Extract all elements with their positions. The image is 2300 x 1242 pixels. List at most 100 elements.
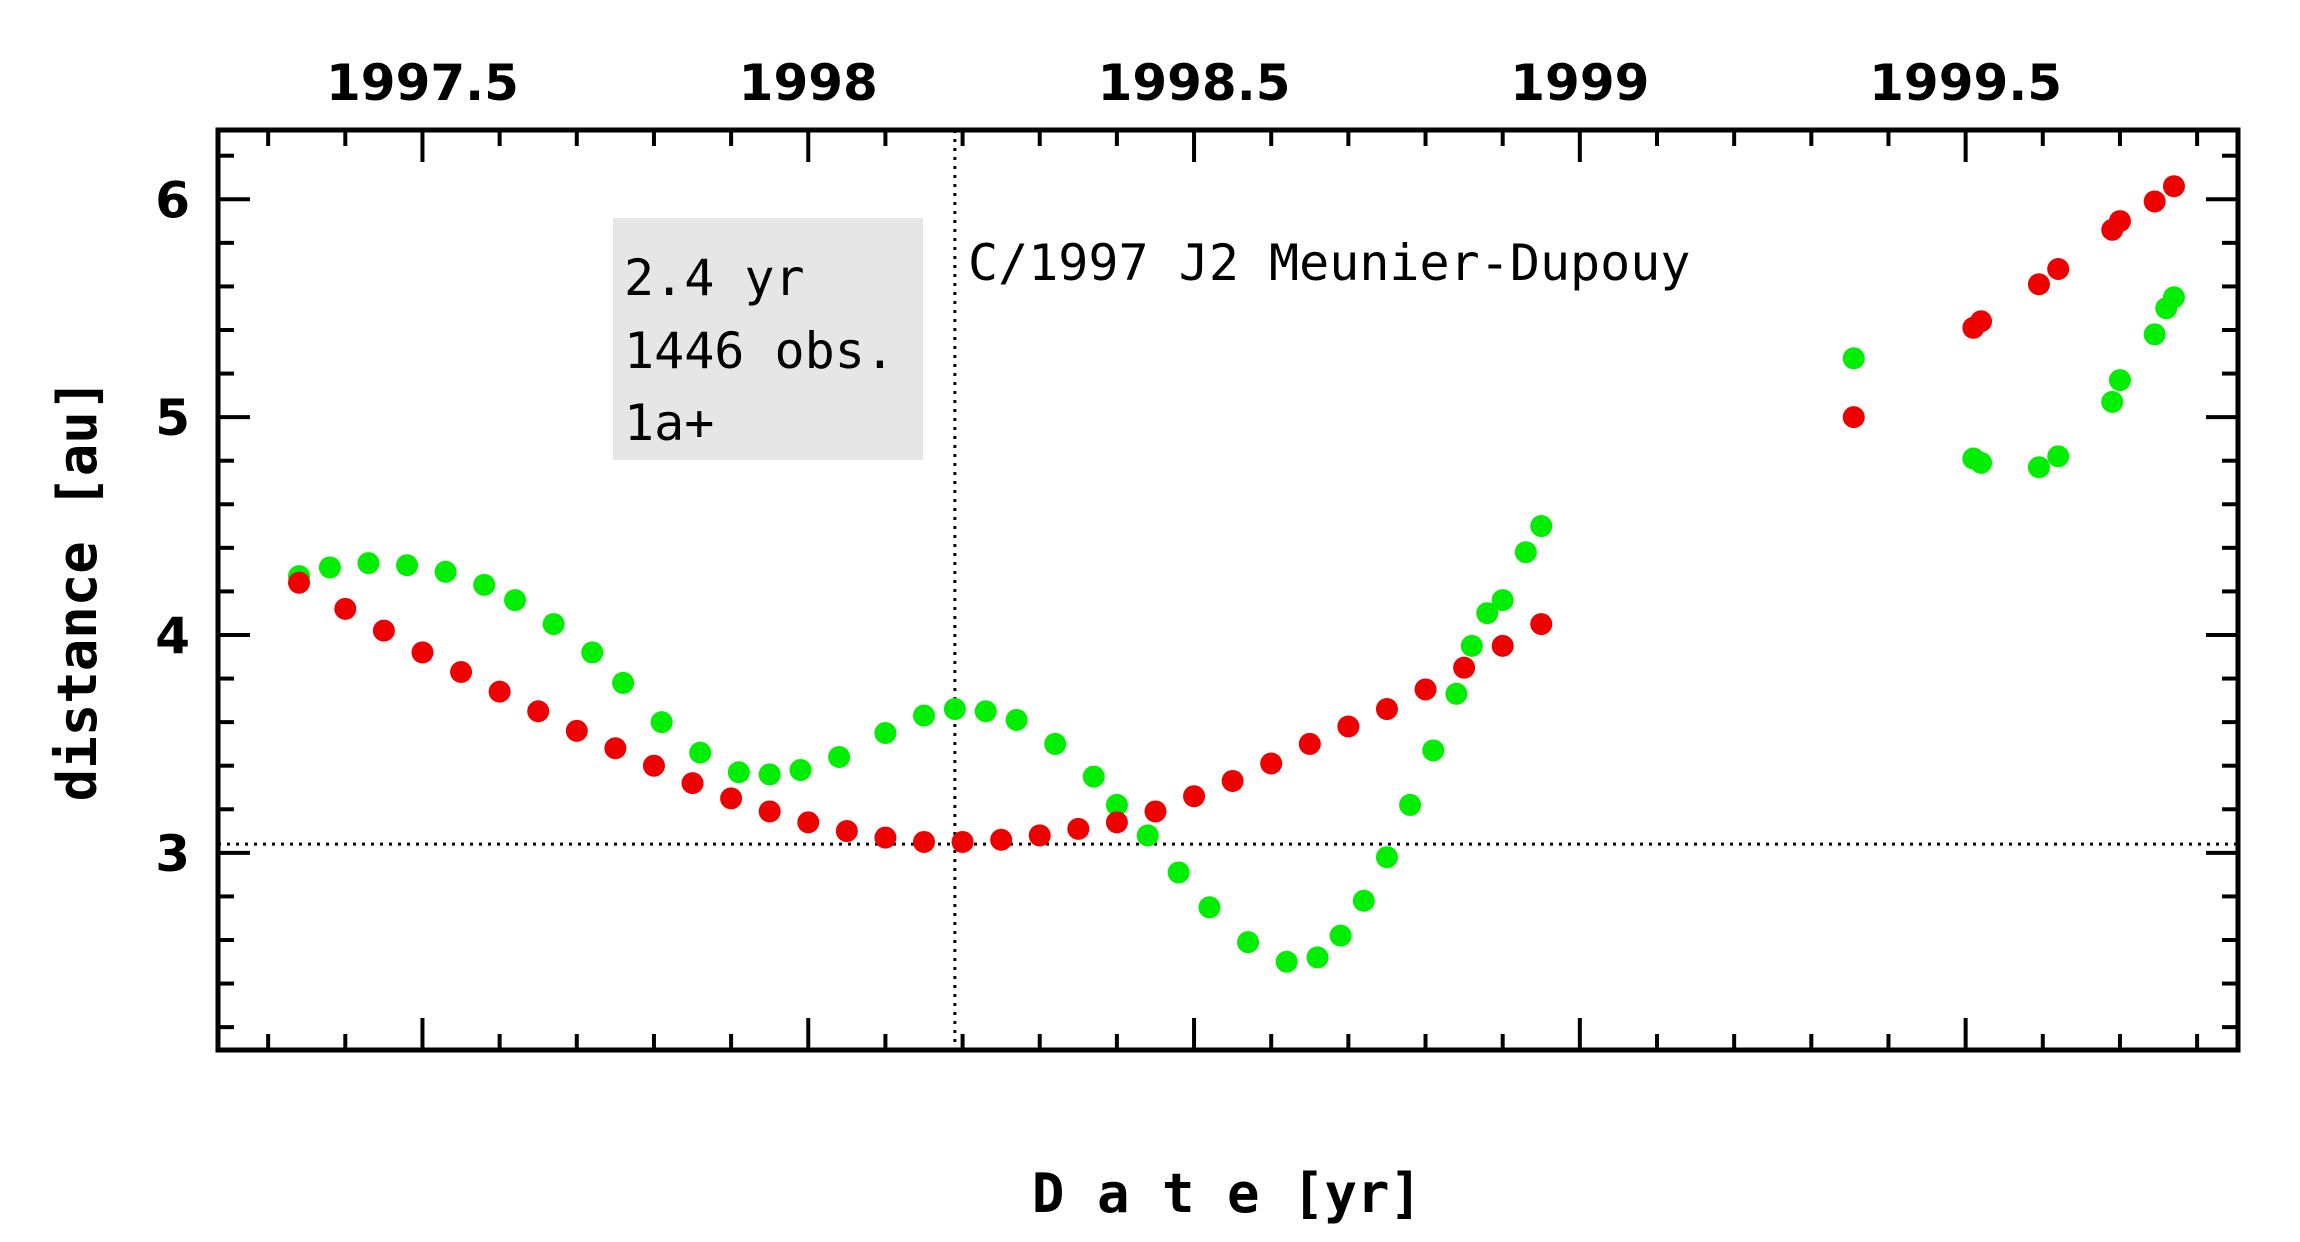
data-point — [1530, 613, 1553, 636]
data-point — [527, 700, 550, 723]
data-point — [488, 680, 511, 703]
data-point — [1237, 931, 1260, 954]
data-point — [1491, 589, 1514, 612]
data-point — [2162, 175, 2185, 198]
data-point — [1082, 765, 1105, 788]
annotation: 1a+ — [624, 394, 714, 452]
data-point — [1491, 634, 1514, 657]
data-point — [874, 826, 897, 849]
data-point — [2108, 369, 2131, 392]
annotation: 1446 obs. — [624, 322, 895, 380]
data-point — [1530, 515, 1553, 538]
data-point — [450, 661, 473, 684]
data-point — [1183, 785, 1206, 808]
data-point — [1460, 634, 1483, 657]
data-point — [1167, 861, 1190, 884]
data-point — [334, 597, 357, 620]
data-point — [2143, 190, 2166, 213]
data-point — [504, 589, 527, 612]
data-point — [2162, 286, 2185, 309]
data-point — [1970, 310, 1993, 333]
data-point — [581, 641, 604, 664]
data-point — [411, 641, 434, 664]
data-point — [1445, 682, 1468, 705]
data-point — [318, 556, 341, 579]
data-point — [1298, 732, 1321, 755]
data-point — [974, 700, 997, 723]
data-point — [1352, 889, 1375, 912]
data-point — [612, 671, 635, 694]
plot-frame — [215, 127, 2241, 1053]
data-point — [943, 698, 966, 721]
data-point — [689, 741, 712, 764]
x-tick-label: 1998 — [739, 54, 878, 112]
data-point — [396, 554, 419, 577]
data-point — [1842, 406, 1865, 429]
data-point — [1453, 656, 1476, 679]
annotation: 2.4 yr — [624, 249, 805, 307]
x-tick-label: 1999 — [1510, 54, 1649, 112]
chart-title: C/1997 J2 Meunier-Dupouy — [968, 234, 1690, 292]
data-point — [288, 571, 311, 594]
data-point — [874, 722, 897, 745]
data-point — [720, 787, 743, 810]
annotation-box — [613, 218, 923, 460]
x-axis-title: D a t e [yr] — [1032, 1162, 1422, 1225]
y-tick-label: 6 — [155, 171, 190, 229]
data-point — [1476, 602, 1499, 625]
data-point — [758, 763, 781, 786]
data-point — [912, 830, 935, 853]
data-point — [1198, 896, 1221, 919]
data-point — [1842, 347, 1865, 370]
data-point — [434, 560, 457, 583]
data-point — [1970, 451, 1993, 474]
data-point — [1337, 715, 1360, 738]
data-point — [2027, 456, 2050, 479]
data-point — [1375, 846, 1398, 869]
data-point — [542, 613, 565, 636]
data-point — [2101, 390, 2124, 413]
data-point — [565, 719, 588, 742]
data-point — [2047, 445, 2070, 468]
y-tick-label: 4 — [155, 607, 190, 665]
data-point — [758, 800, 781, 823]
data-point — [2027, 273, 2050, 296]
data-point — [1260, 752, 1283, 775]
data-point — [1067, 817, 1090, 840]
x-tick-label: 1998.5 — [1098, 54, 1291, 112]
data-point — [1329, 924, 1352, 947]
data-point — [604, 737, 627, 760]
data-point — [835, 820, 858, 843]
data-point — [2143, 323, 2166, 346]
data-point — [2047, 257, 2070, 280]
data-point — [1005, 708, 1028, 731]
y-tick-label: 3 — [155, 825, 190, 883]
data-point — [1399, 793, 1422, 816]
data-point — [1414, 678, 1437, 701]
data-point — [1306, 946, 1329, 969]
data-point — [1044, 732, 1067, 755]
data-point — [1105, 811, 1128, 834]
data-point — [797, 811, 820, 834]
data-point — [642, 754, 665, 777]
data-point — [372, 619, 395, 642]
x-tick-label: 1999.5 — [1869, 54, 2062, 112]
data-point — [990, 828, 1013, 851]
data-point — [789, 759, 812, 782]
data-point — [1221, 769, 1244, 792]
data-point — [1275, 950, 1298, 973]
data-point — [2108, 210, 2131, 233]
data-point — [727, 761, 750, 784]
data-point — [681, 772, 704, 795]
data-point — [650, 711, 673, 734]
y-tick-label: 5 — [155, 389, 190, 447]
data-point — [1144, 800, 1167, 823]
data-point — [357, 552, 380, 575]
data-point — [912, 704, 935, 727]
x-tick-label: 1997.5 — [326, 54, 519, 112]
data-point — [828, 745, 851, 768]
data-point — [473, 573, 496, 596]
data-point — [1028, 824, 1051, 847]
data-point — [1136, 824, 1159, 847]
